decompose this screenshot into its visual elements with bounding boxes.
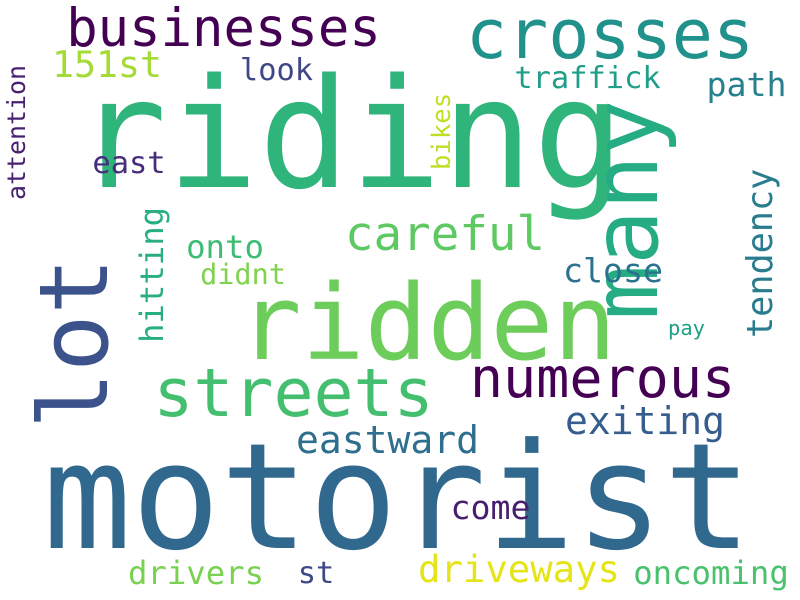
word-ridden: ridden [238,261,617,384]
word-driveways: driveways [418,547,620,592]
word-east: east [92,145,166,181]
word-come: come [450,487,531,527]
word-exiting: exiting [565,399,725,444]
word-numerous: numerous [469,346,736,411]
word-riding: riding [75,46,625,223]
word-motorist: motorist [42,410,753,583]
word-tendency: tendency [740,168,781,339]
word-careful: careful [344,207,546,263]
word-eastward: eastward [295,418,480,462]
word-onto: onto [186,227,264,266]
word-drivers: drivers [127,553,265,592]
word-st: st [297,555,335,591]
word-pay: pay [668,315,705,340]
word-path: path [706,64,787,104]
word-didnt: didnt [200,257,286,291]
word-streets: streets [153,353,434,432]
word-crosses: crosses [465,0,755,75]
word-bikes: bikes [427,92,457,171]
word-hitting: hitting [133,206,171,344]
word-look: look [239,52,314,88]
word-oncoming: oncoming [633,553,789,592]
word-close: close [562,250,664,290]
word-151st: 151st [52,42,162,86]
word-attention: attention [2,65,31,200]
word-traffick: traffick [514,60,661,96]
word-lot: lot [20,257,130,429]
word-businesses: businesses [66,0,381,60]
